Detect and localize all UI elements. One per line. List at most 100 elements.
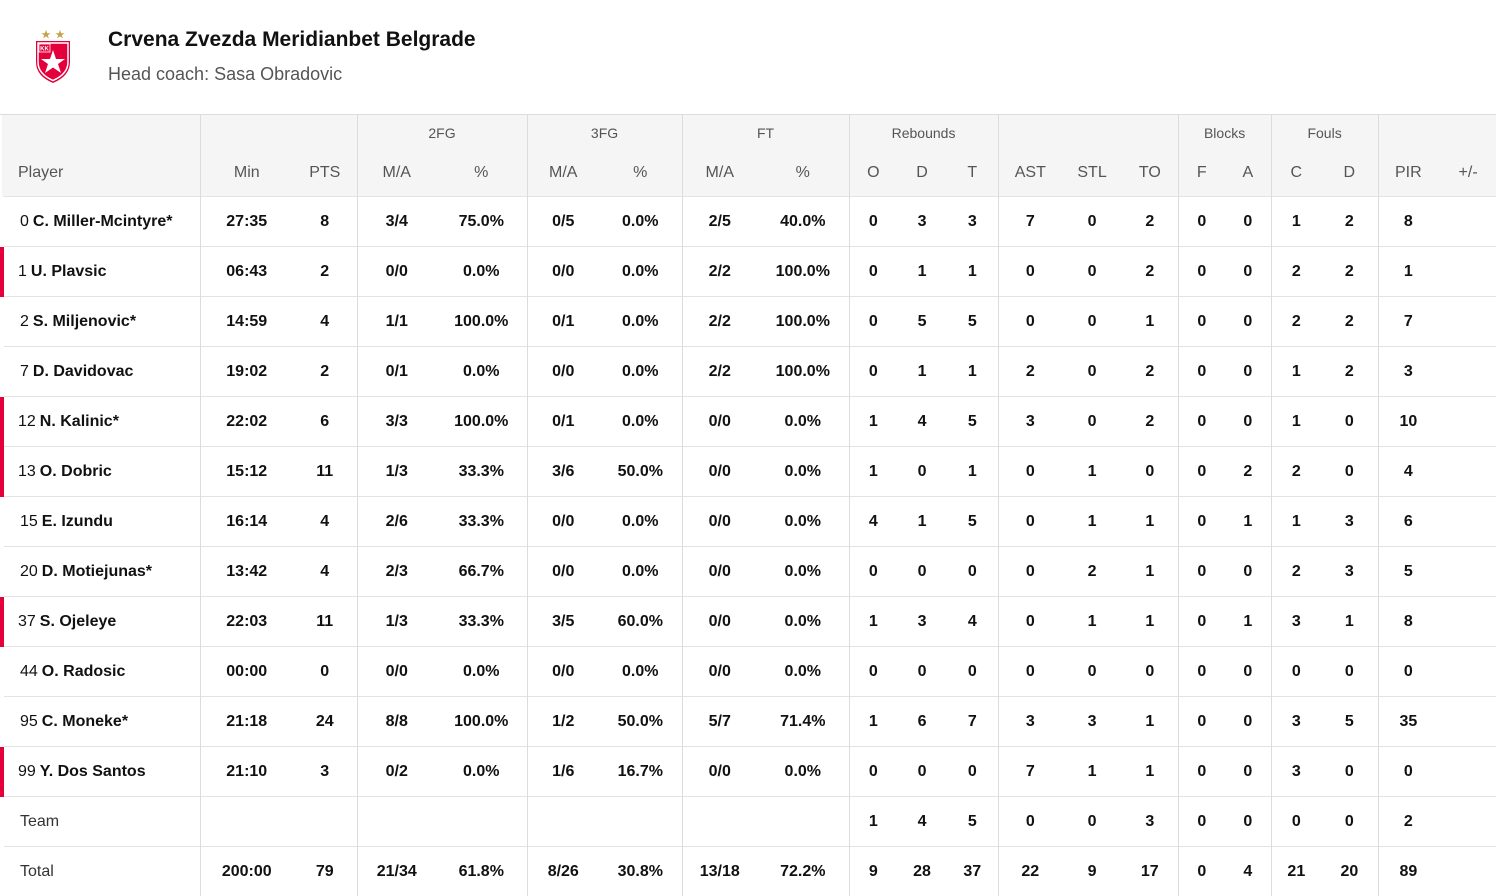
cell-to: 2 [1122, 197, 1178, 247]
cell-ft-pct: 0.0% [757, 647, 849, 697]
player-name[interactable]: N. Kalinic* [40, 413, 119, 430]
col-2fg-ma[interactable]: M/A [357, 150, 436, 197]
cell-2fg-pct: 0.0% [436, 747, 527, 797]
cell-reb-o: 1 [849, 697, 897, 747]
col-reb-o[interactable]: O [849, 150, 897, 197]
player-number: 37 [18, 613, 36, 630]
col-foul-d[interactable]: D [1321, 150, 1378, 197]
player-name[interactable]: S. Miljenovic* [33, 313, 136, 330]
col-3fg-pct[interactable]: % [599, 150, 682, 197]
player-name[interactable]: E. Izundu [42, 513, 113, 530]
player-name[interactable]: U. Plavsic [31, 263, 107, 280]
col-ft-pct[interactable]: % [757, 150, 849, 197]
player-name[interactable]: D. Davidovac [33, 363, 133, 380]
col-reb-d[interactable]: D [897, 150, 947, 197]
col-pts[interactable]: PTS [293, 150, 357, 197]
cell-3fg-ma: 0/0 [527, 247, 599, 297]
col-player[interactable]: Player [2, 150, 200, 197]
column-header-row: Player Min PTS M/A % M/A % M/A % O D T A… [2, 150, 1496, 197]
cell-ft-ma: 2/2 [682, 297, 757, 347]
cell-plus-minus [1438, 597, 1496, 647]
cell-3fg-ma: 3/5 [527, 597, 599, 647]
col-min[interactable]: Min [200, 150, 293, 197]
col-blk-a[interactable]: A [1225, 150, 1271, 197]
cell-min: 19:02 [200, 347, 293, 397]
player-name[interactable]: S. Ojeleye [40, 613, 117, 630]
team-name: Crvena Zvezda Meridianbet Belgrade [108, 28, 476, 52]
cell-reb-t: 3 [947, 197, 998, 247]
cell-ft-ma: 13/18 [682, 847, 757, 896]
player-name[interactable]: O. Dobric [40, 463, 112, 480]
team-row-label: Team [2, 797, 200, 847]
col-plus-minus[interactable]: +/- [1438, 150, 1496, 197]
col-stl[interactable]: STL [1062, 150, 1122, 197]
col-3fg-ma[interactable]: M/A [527, 150, 599, 197]
col-to[interactable]: TO [1122, 150, 1178, 197]
cell-blk-f: 0 [1178, 197, 1225, 247]
cell-ft-ma: 0/0 [682, 597, 757, 647]
player-name[interactable]: C. Moneke* [42, 713, 128, 730]
cell-min: 13:42 [200, 547, 293, 597]
cell-blk-a: 0 [1225, 247, 1271, 297]
cell-blk-f: 0 [1178, 547, 1225, 597]
cell-foul-d: 3 [1321, 497, 1378, 547]
player-number: 2 [20, 313, 29, 330]
cell-3fg-pct: 0.0% [599, 397, 682, 447]
cell-stl: 0 [1062, 247, 1122, 297]
cell-blk-f: 0 [1178, 647, 1225, 697]
col-ast[interactable]: AST [998, 150, 1062, 197]
cell-ast: 0 [998, 597, 1062, 647]
cell-pir: 8 [1378, 197, 1438, 247]
cell-reb-t: 7 [947, 697, 998, 747]
player-name[interactable]: Y. Dos Santos [40, 763, 146, 780]
player-name[interactable]: D. Motiejunas* [42, 563, 152, 580]
cell-plus-minus [1438, 847, 1496, 896]
cell-2fg-pct [436, 797, 527, 847]
cell-to: 1 [1122, 497, 1178, 547]
cell-3fg-ma: 8/26 [527, 847, 599, 896]
group-blocks: Blocks [1178, 115, 1271, 150]
col-foul-c[interactable]: C [1271, 150, 1321, 197]
player-number: 12 [18, 413, 36, 430]
col-2fg-pct[interactable]: % [436, 150, 527, 197]
cell-reb-d: 1 [897, 247, 947, 297]
cell-pir: 0 [1378, 747, 1438, 797]
cell-2fg-ma: 1/3 [357, 597, 436, 647]
cell-blk-f: 0 [1178, 697, 1225, 747]
cell-foul-c: 3 [1271, 697, 1321, 747]
col-blk-f[interactable]: F [1178, 150, 1225, 197]
cell-plus-minus [1438, 497, 1496, 547]
player-name[interactable]: O. Radosic [42, 663, 126, 680]
cell-foul-d: 20 [1321, 847, 1378, 896]
col-ft-ma[interactable]: M/A [682, 150, 757, 197]
player-name[interactable]: C. Miller-Mcintyre* [33, 213, 173, 230]
cell-3fg-ma: 0/0 [527, 647, 599, 697]
cell-pts: 8 [293, 197, 357, 247]
col-reb-t[interactable]: T [947, 150, 998, 197]
col-pir[interactable]: PIR [1378, 150, 1438, 197]
